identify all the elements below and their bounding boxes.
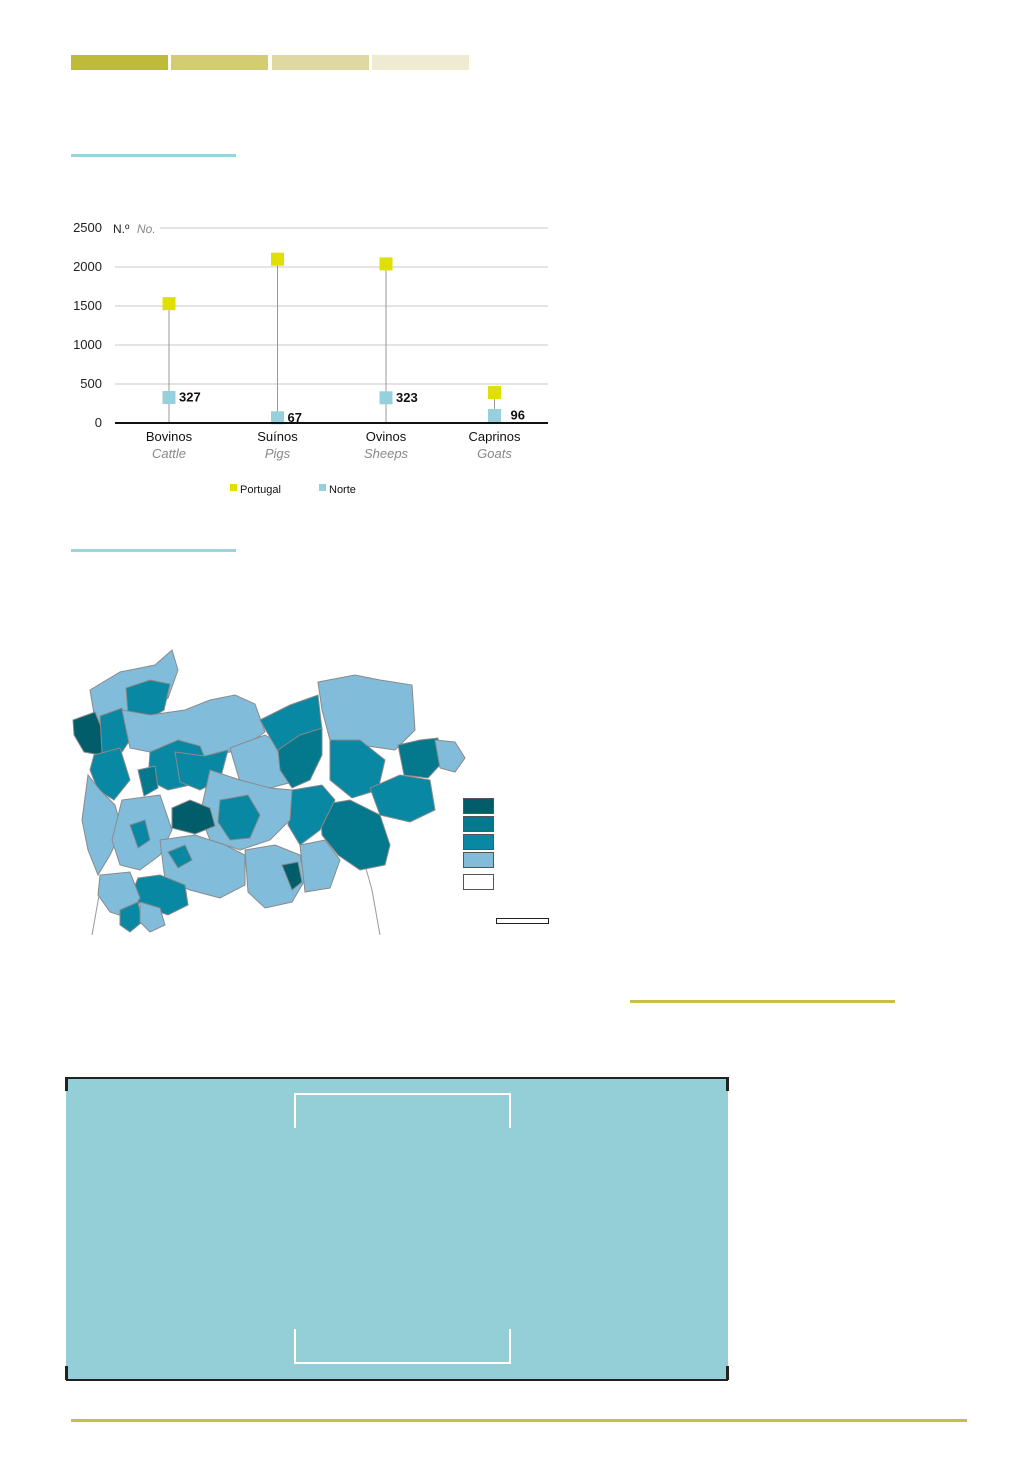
- map-region: [137, 765, 159, 797]
- section-rule-gold: [630, 1000, 895, 1003]
- map-region: [244, 844, 306, 909]
- marker-norte: [379, 391, 393, 405]
- map-region: [299, 839, 341, 893]
- y-axis: 0 500 1000 1500 2000 2500: [73, 220, 102, 430]
- header-band-4: [372, 55, 469, 70]
- map-legend-box-1: [463, 798, 494, 814]
- map-legend-box-3: [463, 834, 494, 850]
- legend-swatch-norte: [319, 484, 326, 491]
- chart-stems: [168, 259, 495, 423]
- norte-municipality-map: [72, 649, 466, 936]
- map-legend-box-5: [463, 874, 494, 890]
- info-panel: [66, 1078, 728, 1380]
- marker-norte: [488, 409, 501, 423]
- map-region: [129, 819, 151, 849]
- map-region: [217, 794, 261, 841]
- panel-top-border: [66, 1077, 728, 1079]
- map-scale-bar: [496, 918, 549, 924]
- map-region: [119, 901, 143, 933]
- y-tick-label: 1000: [73, 337, 102, 352]
- map-region: [281, 861, 303, 891]
- section-rule-chart: [71, 154, 236, 157]
- marker-portugal: [488, 386, 501, 400]
- legend-swatch-portugal: [230, 484, 237, 491]
- data-label: 327: [179, 389, 201, 404]
- y-tick-label: 1500: [73, 298, 102, 313]
- y-tick-label: 500: [80, 376, 102, 391]
- footer-rule: [71, 1419, 967, 1422]
- map-region: [171, 799, 216, 835]
- marker-portugal: [271, 252, 284, 266]
- map-region: [89, 747, 131, 801]
- x-tick-label: Suínos: [257, 429, 298, 444]
- x-axis: Bovinos Cattle Suínos Pigs Ovinos Sheeps Capri…: [115, 422, 548, 461]
- map-region: [434, 739, 466, 773]
- y-tick-label: 0: [95, 415, 102, 430]
- data-label: 96: [511, 408, 525, 423]
- map-region: [317, 674, 416, 751]
- panel-corner-tr: [726, 1077, 729, 1091]
- chart-legend: Portugal Norte: [230, 484, 356, 496]
- map-region: [167, 844, 193, 869]
- header-band-2: [171, 55, 268, 70]
- map-region: [287, 784, 336, 846]
- header-band-3: [272, 55, 369, 70]
- section-rule-map: [71, 549, 236, 552]
- x-tick-label: Ovinos: [366, 429, 407, 444]
- panel-frame-top: [294, 1093, 511, 1128]
- chart-marks: 327 67 323 96: [162, 252, 525, 425]
- map-region: [99, 707, 131, 759]
- legend-label-norte: Norte: [329, 484, 356, 496]
- x-tick-label: Bovinos: [146, 429, 193, 444]
- map-region: [139, 901, 166, 933]
- y-tick-label: 2000: [73, 259, 102, 274]
- legend-label-portugal: Portugal: [240, 484, 281, 496]
- x-tick-label-en: Sheeps: [364, 446, 409, 461]
- marker-portugal: [162, 297, 176, 311]
- chart-grid: [115, 227, 548, 385]
- unit-label: N.º: [113, 222, 130, 236]
- header-band-1: [71, 55, 168, 70]
- marker-norte: [162, 390, 176, 404]
- marker-norte: [271, 411, 284, 425]
- data-label: 67: [288, 410, 302, 425]
- y-tick-label: 2500: [73, 220, 102, 235]
- x-tick-label-en: Goats: [477, 446, 512, 461]
- map-region: [81, 773, 123, 877]
- map-legend-box-2: [463, 816, 494, 832]
- panel-corner-tl: [65, 1077, 68, 1091]
- x-tick-label-en: Cattle: [152, 446, 186, 461]
- map-region: [397, 737, 441, 779]
- panel-corner-bl: [65, 1366, 68, 1380]
- panel-corner-br: [726, 1366, 729, 1380]
- marker-portugal: [379, 257, 393, 271]
- map-region: [277, 727, 323, 789]
- map-outline: [91, 864, 381, 936]
- unit-label-en: No.: [137, 222, 156, 236]
- map-legend-box-4: [463, 852, 494, 868]
- map-regions: [72, 649, 466, 933]
- data-label: 323: [396, 390, 418, 405]
- x-tick-label-en: Pigs: [265, 446, 291, 461]
- map-region: [319, 799, 391, 871]
- panel-frame-bottom: [294, 1329, 511, 1364]
- x-tick-label: Caprinos: [468, 429, 521, 444]
- panel-bottom-border: [66, 1379, 728, 1381]
